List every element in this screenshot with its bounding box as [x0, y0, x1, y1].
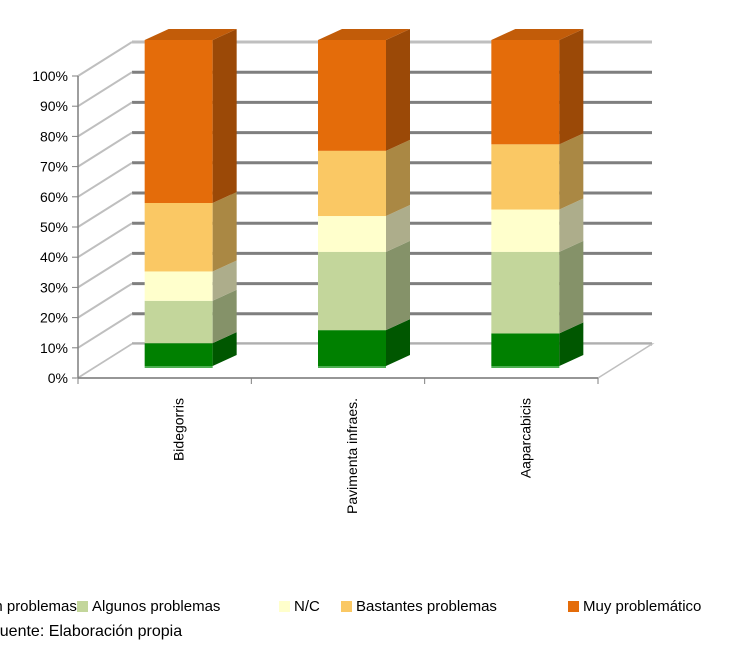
legend-label: Bastantes problemas: [356, 597, 497, 615]
y-tick-label: 90%: [40, 98, 68, 114]
bar-side-pavimenta-infraes-muy-problematico: [386, 29, 410, 151]
bar-side-aaparcabicis-sin-problemas: [559, 322, 584, 366]
side-gridline: [77, 161, 133, 198]
bar-segment-aaparcabicis-muy-problematico: [491, 40, 560, 145]
bar-side-aaparcabicis-bastantes-problemas: [559, 133, 584, 210]
side-gridline: [77, 282, 133, 319]
side-gridline: [77, 222, 133, 259]
x-category-label: Bidegorris: [171, 398, 187, 461]
bar-segment-bidegorris-sin-problemas: [144, 343, 213, 366]
bar-side-pavimenta-infraes-bastantes-problemas: [386, 139, 410, 217]
y-tick-label: 100%: [32, 68, 68, 84]
bar-side-bidegorris-algunos-problemas: [212, 289, 237, 344]
bar-segment-aaparcabicis-algunos-problemas: [491, 251, 560, 334]
legend-label: Algunos problemas: [92, 597, 221, 615]
legend-item-sin-problemas: Sin problemas: [0, 592, 77, 620]
side-gridline: [77, 41, 133, 77]
bar-segment-bidegorris-algunos-problemas: [144, 300, 213, 344]
bar-segment-pavimenta-infraes-algunos-problemas: [318, 251, 386, 331]
y-tick-label: 0%: [48, 370, 68, 386]
source-note: Fuente: Elaboración propia: [0, 623, 183, 640]
legend-item-algunos-problemas: Algunos problemas: [77, 592, 220, 620]
bar-segment-pavimenta-infraes-bastantes-problemas: [318, 150, 386, 217]
legend-item-muy-problematico: Muy problemático: [568, 592, 701, 620]
y-tick-label: 80%: [40, 128, 68, 144]
bar-base: [144, 366, 213, 368]
bar-side-bidegorris-sin-problemas: [212, 332, 237, 366]
bar-side-bidegorris-bastantes-problemas: [212, 192, 237, 272]
bar-side-pavimenta-infraes-n-c: [386, 205, 410, 252]
y-tick-label: 30%: [40, 279, 68, 295]
legend-swatch: [279, 600, 290, 612]
legend-label: Sin problemas: [0, 597, 77, 615]
side-gridline: [77, 101, 133, 138]
y-tick-label: 10%: [40, 340, 68, 356]
legend-label: N/C: [294, 597, 320, 615]
side-gridline: [77, 131, 133, 168]
side-gridline: [77, 71, 133, 108]
y-tick-label: 20%: [40, 310, 68, 326]
side-gridline: [77, 252, 133, 289]
stacked-bar-chart: 0% 10% 20% 30% 40% 50% 60% 70% 80% 90% 100% Bidegor…: [32, 29, 655, 514]
legend-label: Muy problemático: [583, 597, 702, 615]
bar-segment-pavimenta-infraes-muy-problematico: [318, 40, 386, 151]
x-category-label: Pavimenta infraes.: [344, 398, 360, 514]
side-gridline: [77, 192, 133, 228]
bar-segment-pavimenta-infraes-sin-problemas: [318, 330, 386, 366]
bar-base: [318, 366, 386, 368]
bar-side-aaparcabicis-muy-problematico: [559, 29, 584, 145]
bar-side-pavimenta-infraes-sin-problemas: [386, 319, 410, 366]
y-tick-label: 50%: [40, 219, 68, 235]
side-gridline: [77, 312, 133, 349]
bar-segment-aaparcabicis-sin-problemas: [491, 333, 560, 366]
y-tick-label: 70%: [40, 159, 68, 175]
bar-base: [491, 366, 560, 368]
legend-swatch: [568, 600, 579, 612]
bar-segment-bidegorris-bastantes-problemas: [144, 203, 213, 272]
bar-segment-aaparcabicis-n-c: [491, 209, 560, 252]
bar-side-bidegorris-muy-problematico: [212, 29, 237, 203]
bar-side-pavimenta-infraes-algunos-problemas: [386, 240, 410, 331]
chart-legend: Sin problemas Algunos problemas N/C Bast…: [0, 592, 749, 620]
bar-side-bidegorris-n-c: [212, 260, 237, 301]
y-tick-label: 60%: [40, 189, 68, 205]
bar-top-aaparcabicis: [491, 29, 584, 40]
bar-segment-bidegorris-muy-problematico: [144, 40, 213, 203]
y-tick-label: 40%: [40, 249, 68, 265]
bar-segment-pavimenta-infraes-n-c: [318, 216, 386, 252]
legend-item-nc: N/C: [279, 592, 320, 620]
legend-swatch: [77, 600, 88, 612]
bar-segment-aaparcabicis-bastantes-problemas: [491, 144, 560, 210]
bar-side-aaparcabicis-algunos-problemas: [559, 240, 584, 334]
legend-item-bastantes-problemas: Bastantes problemas: [341, 592, 497, 620]
bar-segment-bidegorris-n-c: [144, 271, 213, 301]
legend-swatch: [341, 600, 352, 612]
bar-top-pavimenta-infraes: [318, 29, 410, 40]
bar-side-aaparcabicis-n-c: [559, 198, 584, 252]
x-category-label: Aaparcabicis: [517, 398, 533, 478]
bar-top-bidegorris: [144, 29, 237, 40]
